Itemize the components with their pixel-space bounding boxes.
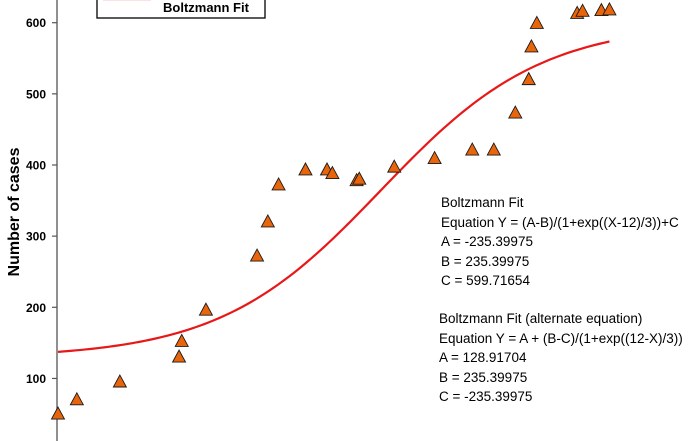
y-tick-label: 400: [26, 159, 46, 173]
fit1-param-b: B = 235.39975: [441, 253, 530, 269]
data-point: [465, 142, 480, 156]
y-axis-label: Number of cases: [6, 147, 23, 276]
data-point: [602, 1, 617, 16]
y-tick-label: 300: [26, 230, 46, 244]
data-point: [50, 406, 66, 420]
y-tick-label: 100: [26, 372, 46, 386]
fit-line-group: [57, 40, 610, 353]
y-tick-label: 200: [26, 301, 46, 315]
legend-box: [96, 0, 266, 19]
data-point: [69, 391, 85, 406]
data-point: [508, 105, 523, 119]
legend: Boltzmann Fit: [96, 0, 266, 19]
data-point: [271, 176, 286, 191]
data-point: [386, 159, 402, 173]
fit-annotation-1: Boltzmann Fit Equation Y = (A-B)/(1+exp(…: [441, 193, 679, 291]
data-point: [529, 15, 545, 29]
fit1-title: Boltzmann Fit: [441, 195, 524, 210]
data-point: [198, 302, 214, 316]
data-point: [521, 71, 537, 86]
data-point: [249, 248, 265, 262]
boltzmann-fit-line: [57, 40, 610, 353]
fit-annotation-2: Boltzmann Fit (alternate equation) Equat…: [439, 309, 683, 407]
data-point: [486, 142, 502, 156]
legend-label: Boltzmann Fit: [163, 0, 250, 15]
fit1-equation: Equation Y = (A-B)/(1+exp((X-12)/3))+C: [441, 214, 679, 230]
data-markers: [50, 1, 617, 420]
fit2-param-c: C = -235.39975: [439, 389, 533, 404]
fit1-param-c: C = 599.71654: [441, 273, 530, 288]
data-point: [174, 333, 189, 347]
fit2-param-b: B = 235.39975: [439, 369, 528, 385]
y-ticks: 100 200 300 400 500 600: [26, 16, 57, 386]
data-point: [171, 349, 187, 363]
fit2-title: Boltzmann Fit (alternate equation): [439, 311, 643, 326]
fit1-param-a: A = -235.39975: [441, 234, 533, 249]
data-point: [112, 374, 128, 388]
data-point: [260, 213, 276, 228]
y-tick-label: 500: [26, 87, 46, 101]
data-point: [325, 165, 340, 179]
fit2-param-a: A = 128.91704: [439, 350, 527, 365]
data-point: [524, 38, 539, 53]
data-point: [427, 150, 442, 165]
data-point: [298, 162, 313, 176]
data-point: [352, 171, 367, 185]
data-point: [575, 3, 590, 17]
y-tick-label: 600: [26, 16, 46, 30]
fit2-equation: Equation Y = A + (B-C)/(1+exp((12-X)/3)): [439, 330, 683, 346]
